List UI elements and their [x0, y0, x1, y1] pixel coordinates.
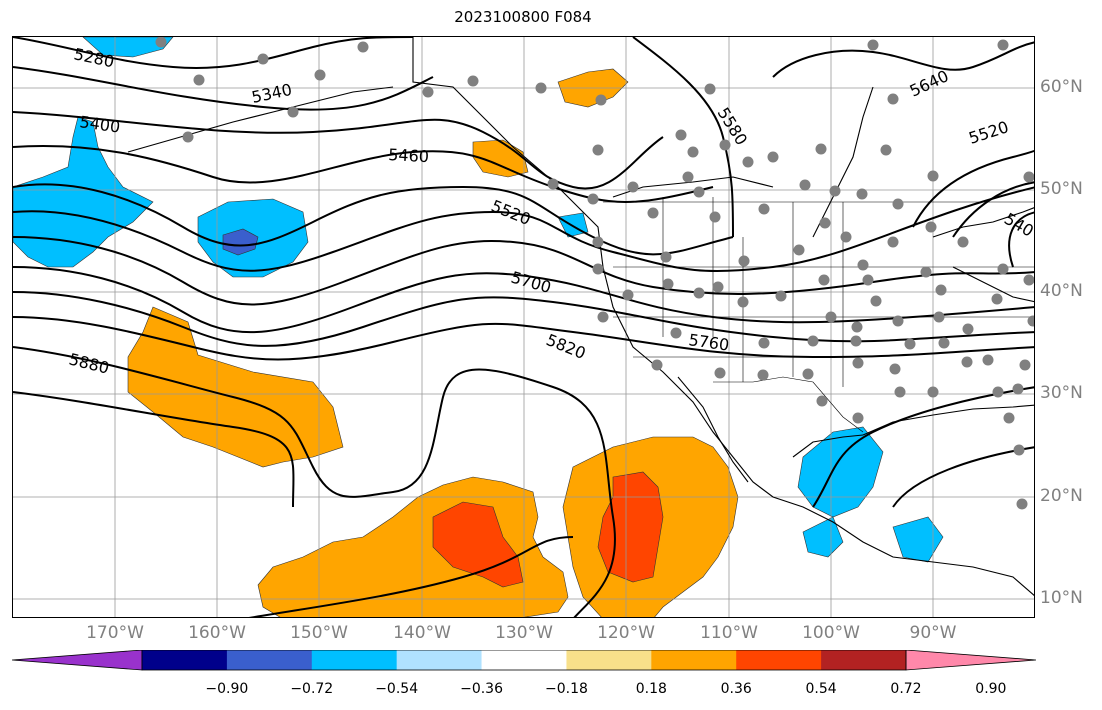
contour-label: 5520 — [966, 117, 1011, 148]
colorbar-tick-label: −0.54 — [375, 681, 419, 697]
contour-label: 5700 — [509, 268, 553, 297]
anomaly-fill-gulf-core — [222, 228, 259, 256]
lon-label: 100°W — [802, 623, 860, 643]
colorbar-tick-label: −0.18 — [544, 681, 588, 697]
positive-anomaly-fills — [127, 68, 739, 617]
anomaly-fill-mexico-gulf — [797, 426, 884, 518]
colorbar-tick-label: −0.90 — [205, 681, 249, 697]
colorbar-segment — [736, 650, 822, 670]
map-panel: 5280 5340 5400 5460 5520 5580 5640 5520 … — [12, 36, 1035, 618]
lon-label: 160°W — [188, 623, 246, 643]
contour-label: 5880 — [67, 349, 111, 377]
lon-label: 140°W — [393, 623, 451, 643]
lon-label: 120°W — [597, 623, 655, 643]
anomaly-fill-central-america — [892, 516, 944, 563]
colorbar-segment — [311, 650, 398, 670]
colorbar-tick-label: 0.90 — [975, 681, 1007, 697]
map-canvas: 5280 5340 5400 5460 5520 5580 5640 5520 … — [13, 37, 1034, 617]
height-contours — [13, 37, 1034, 617]
lat-label: 40°N — [1040, 281, 1083, 301]
colorbar-segment — [396, 650, 483, 670]
contour-label: 5460 — [388, 145, 430, 166]
colorbar-tick-label: 0.54 — [805, 681, 837, 697]
colorbar-tick-label: −0.36 — [460, 681, 503, 697]
anomaly-fill-bering — [82, 37, 174, 58]
lon-label: 130°W — [495, 623, 553, 643]
colorbar-tick-label: 0.18 — [635, 681, 667, 697]
colorbar-segment — [566, 650, 652, 670]
colorbar-extend-max — [905, 650, 1036, 671]
colorbar-segment — [226, 650, 313, 670]
contour-label: 5640 — [907, 66, 952, 100]
colorbar-segment — [481, 650, 567, 670]
station-dots — [155, 37, 1034, 510]
lon-label: 90°W — [909, 623, 957, 643]
lon-label: 170°W — [86, 623, 144, 643]
contour-label: 5520 — [489, 196, 534, 229]
anomaly-fill-alaska-coast — [472, 139, 529, 178]
lat-label: 30°N — [1040, 383, 1083, 403]
colorbar-segment — [142, 650, 228, 670]
negative-anomaly-fills — [13, 37, 944, 563]
anomaly-fill-subtropical-pacific — [127, 306, 344, 468]
coastlines — [127, 37, 1034, 596]
colorbar-extend-min — [12, 650, 143, 671]
anomaly-fill-core-west — [432, 501, 524, 588]
anomaly-fill-southern-mexico — [802, 516, 844, 558]
anomaly-fill-tropical-west — [257, 476, 569, 617]
colorbar-segment — [651, 650, 737, 670]
lon-label: 110°W — [700, 623, 758, 643]
lon-label: 150°W — [290, 623, 348, 643]
graticule — [13, 37, 1034, 617]
contour-label: 5820 — [544, 330, 589, 363]
colorbar-tick-label: 0.72 — [890, 681, 922, 697]
lat-label: 50°N — [1040, 179, 1083, 199]
colorbar — [12, 650, 1036, 671]
contour-label: 5760 — [687, 330, 730, 354]
colorbar-tick-label: 0.36 — [720, 681, 752, 697]
colorbar-tick-label: −0.72 — [290, 681, 334, 697]
contour-label: 5340 — [250, 80, 294, 107]
lat-label: 10°N — [1040, 588, 1083, 608]
colorbar-segment — [821, 650, 907, 670]
map-title: 2023100800 F084 — [454, 8, 592, 26]
lat-label: 60°N — [1040, 77, 1083, 97]
anomaly-fill-north-pacific — [13, 116, 154, 268]
lat-label: 20°N — [1040, 486, 1083, 506]
